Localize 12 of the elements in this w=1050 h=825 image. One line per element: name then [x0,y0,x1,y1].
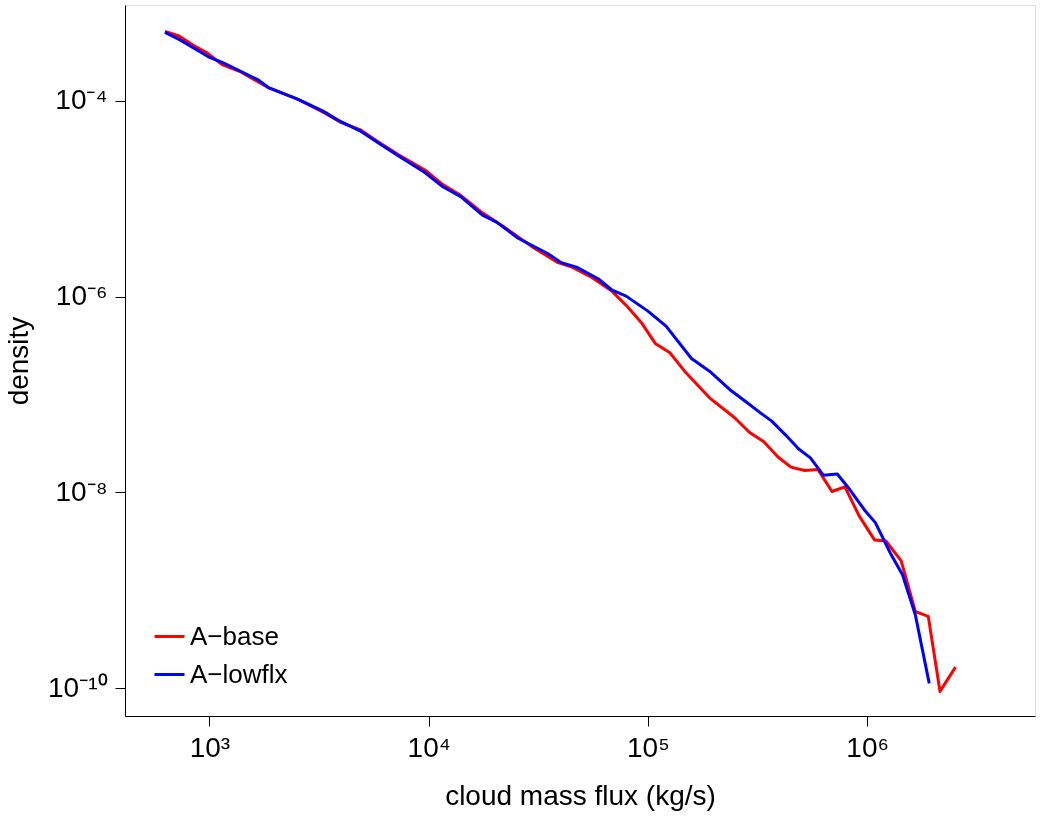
y-tick-label: 10⁻⁸ [55,475,108,507]
legend-label: A−base [190,620,279,651]
y-tick-label: 10⁻⁶ [55,280,108,312]
x-axis-title: cloud mass flux (kg/s) [445,779,716,811]
x-tick-label: 10³ [189,731,231,763]
legend-label: A−lowflx [190,658,288,689]
y-axis-title: density [3,316,35,406]
y-tick-label: 10⁻⁴ [55,84,108,116]
y-tick-label: 10⁻¹⁰ [48,671,108,703]
x-tick-label: 10⁶ [846,731,889,763]
x-tick-label: 10⁵ [627,731,670,763]
x-tick-label: 10⁴ [407,731,451,763]
